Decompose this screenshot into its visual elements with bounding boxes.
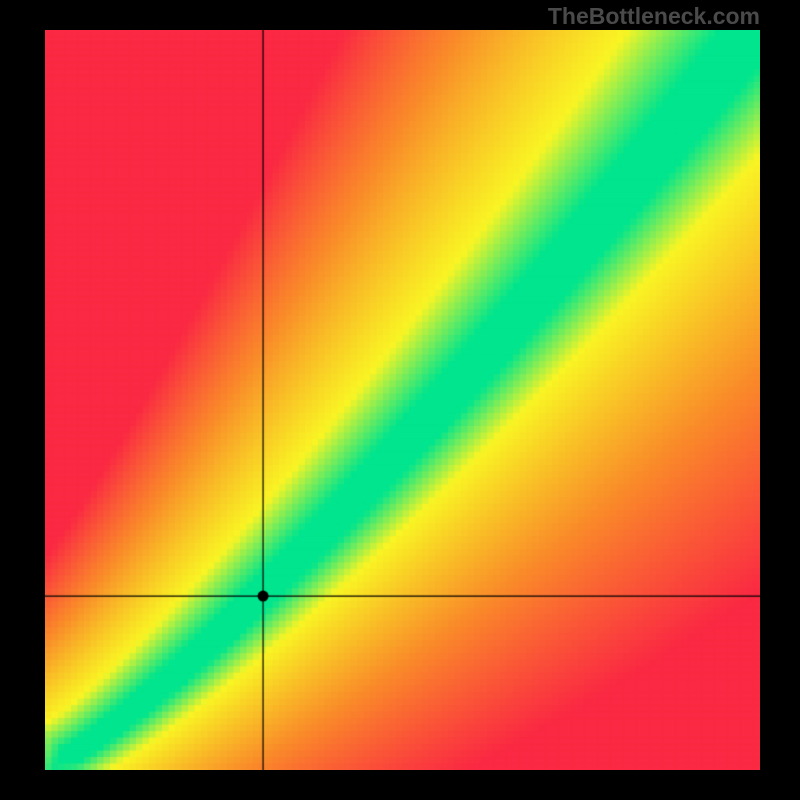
bottleneck-heatmap	[45, 30, 760, 770]
watermark-text: TheBottleneck.com	[548, 3, 760, 30]
chart-container: TheBottleneck.com	[0, 0, 800, 800]
